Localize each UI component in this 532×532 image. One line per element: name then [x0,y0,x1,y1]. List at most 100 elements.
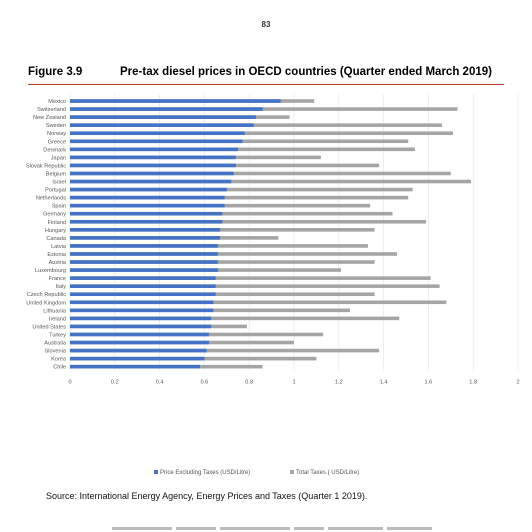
bar-total [70,219,427,224]
source-note: Source: International Energy Agency, Ene… [46,491,368,501]
bar-excl [70,171,234,176]
bar-total [70,284,440,288]
bar-excl [70,236,221,240]
bar-excl [70,308,214,313]
category-label: Slovak Republic [26,163,66,169]
x-tick-label: 0.2 [111,380,119,386]
bar-excl [70,284,216,288]
x-tick-label: 0 [68,380,71,386]
bar-excl [70,348,207,353]
bar-excl [70,260,218,264]
category-label: Finland [48,220,66,226]
x-tick-label: 0.4 [156,380,164,386]
x-tick-label: 2 [516,380,519,386]
bar-excl [70,115,256,119]
bar-excl [70,155,236,160]
category-label: Portugal [45,188,66,194]
category-label: Australia [44,341,67,347]
bar-total [70,316,400,321]
x-tick-label: 0.6 [201,380,209,386]
category-label: Canada [46,236,66,242]
bar-excl [70,139,243,144]
bar-excl [70,332,209,337]
cut-off-text-line [112,527,442,532]
bar-total [70,348,380,353]
category-labels: Mexico Switzerland New Zealand Sweden Norway… [26,99,67,371]
category-label: Netherlands [36,196,66,202]
legend-label-total: Total Taxes ( USD/Litre) [296,470,359,476]
bar-total [70,252,398,256]
bar-total [70,123,442,127]
category-label: Korea [51,357,67,363]
category-label: Norway [47,131,66,137]
bar-total [70,195,409,200]
category-label: Ireland [49,316,66,322]
x-tick-label: 1 [292,380,295,386]
bar-total [70,107,458,111]
category-label: Estonia [47,252,67,258]
legend: Price Excluding Taxes (USD/Litre) Total … [154,470,359,476]
bar-excl [70,252,218,256]
category-label: Austria [49,260,67,266]
bar-excl [70,324,212,329]
category-label: Mexico [48,99,66,105]
bar-excl [70,211,223,216]
category-label: Spain [52,204,66,210]
category-label: Greece [48,139,66,145]
bar-total [70,260,375,264]
category-label: Luxembourg [35,268,66,274]
bar-total [70,300,447,305]
bar-total [70,179,471,184]
category-label: New Zealand [33,115,66,121]
category-label: Belgium [46,171,67,177]
series-excl-bars [70,99,281,369]
category-label: Sweden [46,123,66,129]
category-label: Slovenia [45,349,67,355]
category-label: Hungary [45,228,66,234]
bar-excl [70,228,221,232]
category-label: United States [32,324,66,330]
figure-label: Figure 3.9 [28,66,83,78]
bar-total [70,211,393,216]
bar-excl [70,163,236,168]
bar-total [70,292,375,297]
category-label: Chile [53,365,66,371]
bar-excl [70,187,227,192]
category-label: Germany [43,212,66,218]
bar-total [70,147,415,152]
bar-excl [70,179,232,184]
bar-excl [70,219,223,224]
bar-total [70,244,368,248]
x-tick-label: 0.8 [245,380,253,386]
legend-label-excl: Price Excluding Taxes (USD/Litre) [160,470,250,476]
category-label: Israel [52,180,66,186]
category-label: Lithuania [43,308,67,314]
category-label: Switzerland [37,107,66,113]
bar-excl [70,244,218,248]
bar-excl [70,99,281,103]
category-label: United Kingdom [26,300,66,306]
bar-excl [70,364,200,369]
category-label: Latvia [51,244,67,250]
legend-swatch-excl [154,470,158,474]
bar-excl [70,147,238,152]
bar-excl [70,276,216,280]
bar-excl [70,340,209,345]
bar-total [70,228,375,232]
gridlines [69,94,519,371]
category-label: Turkey [49,332,66,338]
bar-excl [70,131,245,136]
bar-total [70,187,413,192]
category-label: Italy [56,284,66,290]
x-tick-labels: 0 0.2 0.4 0.6 0.8 1 1.2 1.4 1.6 1.8 2 [68,380,519,386]
bar-excl [70,300,214,305]
bar-excl [70,203,225,208]
bar-total [70,276,431,280]
legend-swatch-total [290,470,294,474]
bar-total [70,131,454,136]
bar-excl [70,123,254,127]
bar-excl [70,195,225,200]
title-rule [28,84,504,85]
category-label: Denmark [43,147,66,153]
bar-excl [70,356,205,361]
